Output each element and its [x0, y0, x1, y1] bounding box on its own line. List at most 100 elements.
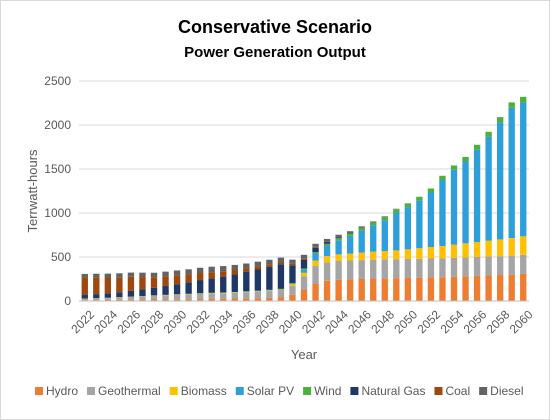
bar-segment [277, 262, 285, 265]
bar-segment [427, 258, 435, 278]
bar-segment [358, 260, 365, 279]
bar-segment [508, 238, 515, 256]
bar-segment [381, 278, 388, 301]
x-tick-label: 2026 [114, 307, 143, 336]
bar-segment [139, 272, 146, 278]
y-tick-label: 1000 [44, 206, 71, 220]
x-tick-label: 2032 [184, 307, 213, 336]
legend-swatch [35, 387, 43, 395]
bar-segment [220, 276, 227, 293]
bar-segment [496, 275, 504, 301]
bar-segment [173, 294, 181, 300]
legend-swatch [350, 387, 359, 395]
x-tick-label: 2040 [276, 307, 305, 336]
bar-segment [335, 254, 342, 261]
bar-segment [300, 259, 308, 269]
bar-segment [450, 244, 458, 258]
bar-segment [93, 294, 100, 299]
gridlines [79, 80, 529, 258]
bar-segment [312, 253, 319, 261]
bar-segment [393, 212, 400, 251]
x-tick-label: 2030 [161, 307, 190, 336]
bar-segment [473, 144, 481, 150]
chart-title: Conservative Scenario [178, 17, 372, 37]
bar-segment [462, 257, 469, 277]
legend-swatch [169, 387, 178, 395]
bar-segment [496, 117, 504, 123]
bar-segment [116, 297, 123, 300]
bars [81, 96, 527, 301]
x-tick-label: 2056 [461, 307, 490, 336]
x-tick-label: 2048 [368, 307, 397, 336]
bar-segment [139, 289, 146, 296]
bar-segment [104, 277, 112, 294]
bar-segment [127, 290, 135, 297]
bar-segment [485, 240, 492, 257]
x-axis-label: Year [291, 347, 318, 362]
bar-segment [185, 274, 192, 283]
bar-segment [277, 297, 285, 301]
bar-segment [496, 122, 504, 240]
bar-segment [162, 271, 169, 277]
bar-segment [462, 156, 469, 162]
bar-segment [450, 257, 458, 277]
bar-segment [231, 274, 238, 293]
bar-segment [289, 284, 296, 287]
x-tick-label: 2022 [68, 307, 97, 336]
bar-segment [127, 272, 135, 277]
bar-segment [243, 263, 250, 269]
bar-segment [116, 277, 123, 293]
bar-segment [139, 296, 146, 300]
bar-segment [335, 260, 342, 280]
bar-segment [150, 287, 158, 296]
bar-segment [139, 299, 146, 301]
bar-segment [381, 216, 388, 218]
bar-segment [312, 243, 319, 247]
bar-segment [185, 299, 192, 301]
bar-segment [220, 293, 227, 299]
x-tick-label: 2058 [484, 307, 513, 336]
bar-segment [358, 252, 365, 261]
bar-segment [116, 292, 123, 298]
x-axis-ticks: 2022202420262028203020322034203620382040… [68, 307, 535, 336]
x-tick-label: 2060 [507, 307, 536, 336]
bar-segment [104, 298, 112, 300]
bar-segment [358, 279, 365, 301]
bar-segment [231, 292, 238, 299]
x-tick-label: 2054 [438, 307, 467, 336]
bar-segment [381, 217, 388, 221]
bar-segment [93, 277, 100, 295]
bar-segment [254, 266, 262, 270]
legend: Hydro Geothermal Biomass Solar PV Wind Natura… [35, 384, 524, 398]
bar-segment [231, 298, 238, 301]
bar-segment [162, 286, 169, 295]
bar-segment [116, 273, 123, 278]
bar-segment [243, 298, 250, 301]
legend-label: Biomass [181, 384, 227, 398]
bar-segment [508, 102, 515, 108]
x-tick-label: 2044 [322, 307, 351, 336]
bar-segment [300, 276, 308, 290]
bar-segment [173, 275, 181, 285]
y-tick-label: 1500 [44, 162, 71, 176]
bar-segment [370, 221, 377, 223]
bar-segment [520, 236, 527, 255]
bar-segment [277, 264, 285, 289]
x-tick-label: 2042 [299, 307, 328, 336]
y-axis-label: Terrwatt-hours [25, 149, 40, 233]
bar-segment [162, 276, 169, 287]
bar-segment [277, 290, 285, 298]
bar-segment [346, 279, 354, 301]
bar-segment [150, 277, 158, 288]
bar-segment [266, 290, 273, 298]
bar-segment [496, 239, 504, 257]
bar-segment [185, 269, 192, 275]
bar-segment [416, 248, 423, 259]
bar-segment [127, 276, 135, 291]
bar-segment [485, 136, 492, 241]
bar-segment [358, 230, 365, 253]
legend-label: Coal [445, 384, 470, 398]
bar-segment [162, 295, 169, 300]
bar-segment [323, 243, 331, 246]
